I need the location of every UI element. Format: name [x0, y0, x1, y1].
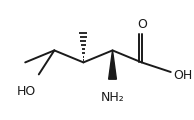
Text: O: O [138, 18, 147, 30]
Polygon shape [109, 50, 116, 79]
Text: HO: HO [16, 85, 36, 98]
Text: NH₂: NH₂ [101, 91, 124, 104]
Text: OH: OH [174, 69, 193, 82]
